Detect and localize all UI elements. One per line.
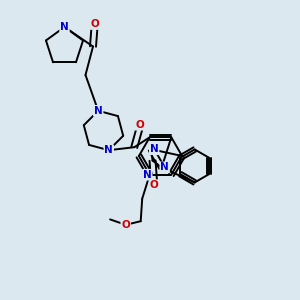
Text: O: O — [150, 180, 158, 190]
Text: N: N — [150, 144, 159, 154]
Text: N: N — [143, 170, 152, 180]
Text: O: O — [90, 19, 99, 29]
Text: N: N — [94, 106, 103, 116]
Text: N: N — [160, 162, 169, 172]
Text: N: N — [60, 22, 69, 32]
Text: O: O — [121, 220, 130, 230]
Text: O: O — [135, 120, 144, 130]
Text: N: N — [104, 145, 113, 155]
